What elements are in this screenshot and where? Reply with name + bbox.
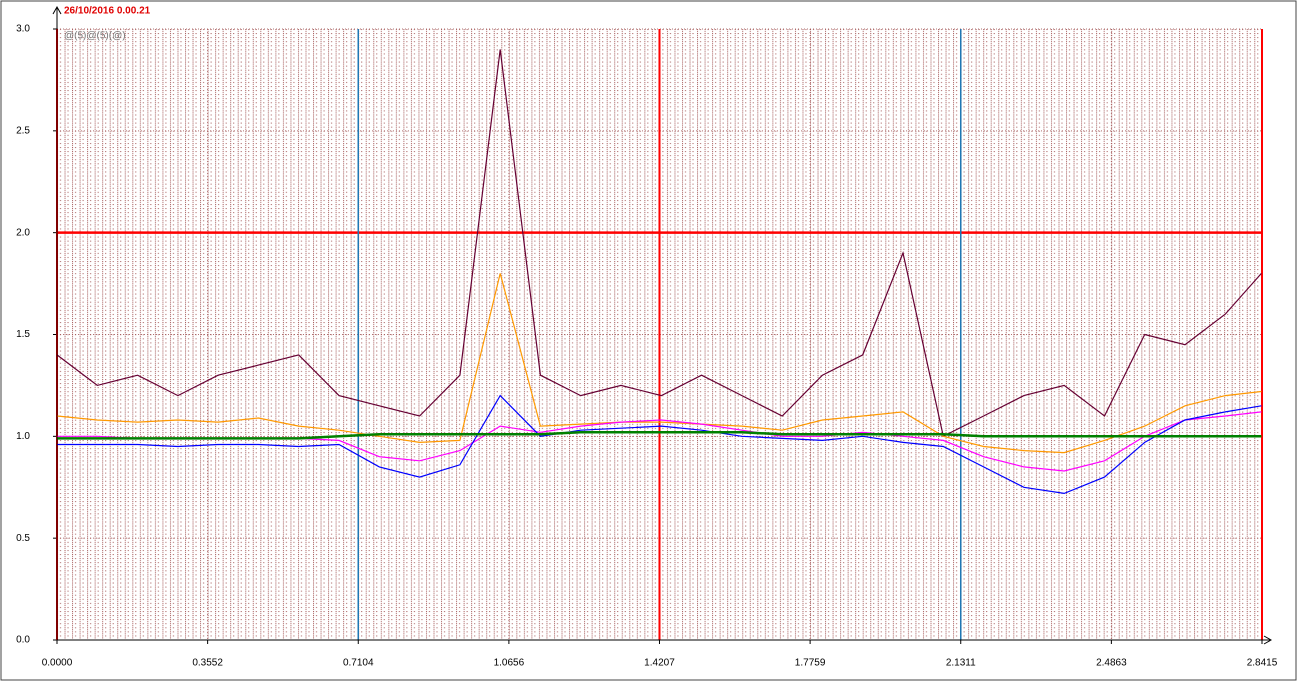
series-line bbox=[57, 431, 1262, 440]
tick-labels: 0.0 0.5 1.0 1.5 2.0 2.5 3.0 0.0000 0.3552 0.7104 1… bbox=[16, 24, 1278, 669]
x-tick-label: 0.7104 bbox=[343, 658, 374, 669]
x-tick-label: 2.8415 bbox=[1247, 658, 1278, 669]
y-tick-label: 2.5 bbox=[16, 125, 30, 136]
y-tick-label: 2.0 bbox=[16, 227, 30, 238]
x-tick-label: 1.4207 bbox=[644, 658, 675, 669]
series-line bbox=[56, 49, 1262, 438]
axes bbox=[52, 5, 1273, 645]
y-tick-label: 3.0 bbox=[16, 24, 30, 35]
x-tick-label: 1.0656 bbox=[494, 658, 525, 669]
series-line bbox=[56, 273, 1262, 454]
y-tick-label: 1.5 bbox=[16, 329, 30, 340]
y-axis-arrow bbox=[52, 5, 62, 15]
y-tick-label: 1.0 bbox=[16, 431, 30, 442]
series-line bbox=[57, 394, 1262, 495]
x-tick-label: 2.1311 bbox=[946, 658, 976, 669]
x-axis-arrow bbox=[1263, 635, 1273, 645]
chart-title: 26/10/2016 0.00.21 bbox=[64, 6, 151, 17]
x-tick-label: 1.7759 bbox=[795, 658, 826, 669]
y-tick-label: 0.5 bbox=[16, 533, 30, 544]
chart-subtitle: @(5)@(5)(@) bbox=[64, 31, 126, 42]
x-tick-label: 0.3552 bbox=[192, 658, 223, 669]
y-tick-label: 0.0 bbox=[16, 635, 30, 646]
x-tick-label: 0.0000 bbox=[42, 658, 73, 669]
series bbox=[56, 49, 1262, 495]
x-tick-label: 2.4863 bbox=[1096, 658, 1127, 669]
